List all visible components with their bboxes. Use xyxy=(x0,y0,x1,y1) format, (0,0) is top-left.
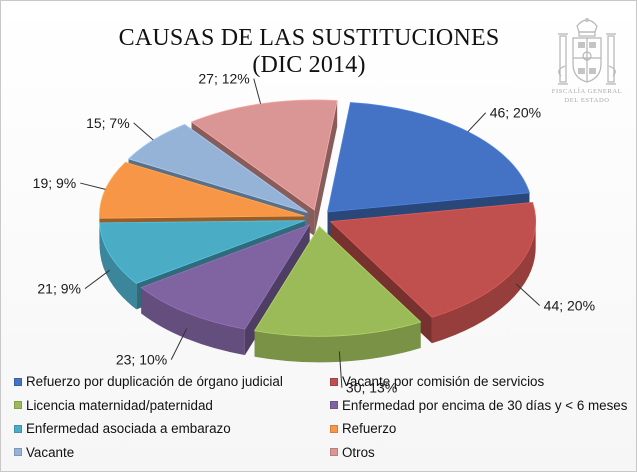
legend-item-vacante: Vacante xyxy=(14,445,74,460)
legend-row: Vacante Otros xyxy=(14,445,634,469)
pie-slice-side xyxy=(254,322,421,363)
legend-item-enfermedad-por-encima-de-30-dias-y-6-meses: Enfermedad por encima de 30 días y < 6 m… xyxy=(330,398,627,413)
leader-line-enfermedad-asociada-a-embarazo xyxy=(84,269,111,290)
legend-label: Enfermedad asociada a embarazo xyxy=(26,421,231,436)
legend-item-licencia-maternidad-paternidad: Licencia maternidad/paternidad xyxy=(14,398,213,413)
pie-slice-top xyxy=(99,220,305,284)
legend-row: Enfermedad asociada a embarazo Refuerzo xyxy=(14,421,634,445)
logo-text-line2: DEL ESTADO xyxy=(564,97,610,104)
legend-swatch xyxy=(330,424,338,433)
coat-of-arms-icon xyxy=(558,18,616,85)
leader-line-refuerzo-por-duplicacion-de-organo-judicial xyxy=(467,112,487,133)
legend-label: Otros xyxy=(342,444,375,460)
legend-swatch xyxy=(330,448,338,456)
legend-swatch xyxy=(14,401,22,409)
legend-row: Licencia maternidad/paternidad Enfermedad… xyxy=(14,398,634,422)
data-label-vacante: 15; 7% xyxy=(86,115,130,131)
data-label-refuerzo-por-duplicacion-de-organo-judicial: 46; 20% xyxy=(490,105,541,121)
data-label-refuerzo: 19; 9% xyxy=(33,175,77,191)
legend-item-vacante-por-comision-de-servicios: Vacante por comisión de servicios xyxy=(330,374,544,389)
pie-slice-top xyxy=(329,202,537,318)
pie-slice-top xyxy=(140,223,311,330)
pie-slice-top xyxy=(190,99,338,211)
leader-line-refuerzo xyxy=(80,182,106,190)
pie-slice-top xyxy=(254,225,422,337)
legend-label: Vacante xyxy=(26,444,75,460)
pie-slice-side xyxy=(431,221,536,344)
legend-label: Vacante por comisión de servicios xyxy=(342,374,545,389)
leader-line-vacante xyxy=(133,122,154,141)
legend-swatch xyxy=(14,377,22,386)
pie-slice-wall xyxy=(314,100,338,236)
leader-line-otros xyxy=(253,78,262,104)
leader-line-enfermedad-por-encima-de-30-dias-y-6-meses xyxy=(170,328,188,360)
legend-label: Refuerzo por duplicación de órgano judic… xyxy=(26,374,283,389)
pie-slice-top xyxy=(327,102,531,213)
legend-swatch xyxy=(330,401,338,409)
legend: Refuerzo por duplicación de órgano judic… xyxy=(14,374,634,468)
pie-slice-licencia-maternidad-paternidad xyxy=(254,225,422,363)
legend-swatch xyxy=(14,448,22,456)
data-label-licencia-maternidad-paternidad: 30; 13% xyxy=(346,380,397,396)
legend-item-enfermedad-asociada-a-embarazo: Enfermedad asociada a embarazo xyxy=(14,421,231,436)
legend-label: Licencia maternidad/paternidad xyxy=(26,397,213,413)
leader-line-licencia-maternidad-paternidad xyxy=(338,351,343,388)
chart-title: CAUSAS DE LAS SUSTITUCIONES xyxy=(118,25,500,51)
legend-swatch xyxy=(14,424,22,433)
leader-line-vacante-por-comision-de-servicios xyxy=(515,283,541,306)
chart-subtitle: (DIC 2014) xyxy=(252,52,366,78)
legend-row: Refuerzo por duplicación de órgano judic… xyxy=(14,374,634,398)
data-label-otros: 27; 12% xyxy=(198,71,249,87)
legend-label: Refuerzo xyxy=(342,421,397,436)
data-label-enfermedad-por-encima-de-30-dias-y-6-meses: 23; 10% xyxy=(116,352,167,368)
data-label-enfermedad-asociada-a-embarazo: 21; 9% xyxy=(37,281,81,297)
legend-item-otros: Otros xyxy=(330,445,375,460)
legend-swatch xyxy=(330,377,338,386)
legend-item-refuerzo-por-duplicacion-de-organo-judicial: Refuerzo por duplicación de órgano judic… xyxy=(14,374,283,389)
data-label-vacante-por-comision-de-servicios: 44; 20% xyxy=(544,297,595,313)
legend-item-refuerzo: Refuerzo xyxy=(330,421,396,436)
logo-text-line1: FISCALÍA GENERAL xyxy=(551,88,623,95)
legend-label: Enfermedad por encima de 30 días y < 6 m… xyxy=(342,397,628,413)
